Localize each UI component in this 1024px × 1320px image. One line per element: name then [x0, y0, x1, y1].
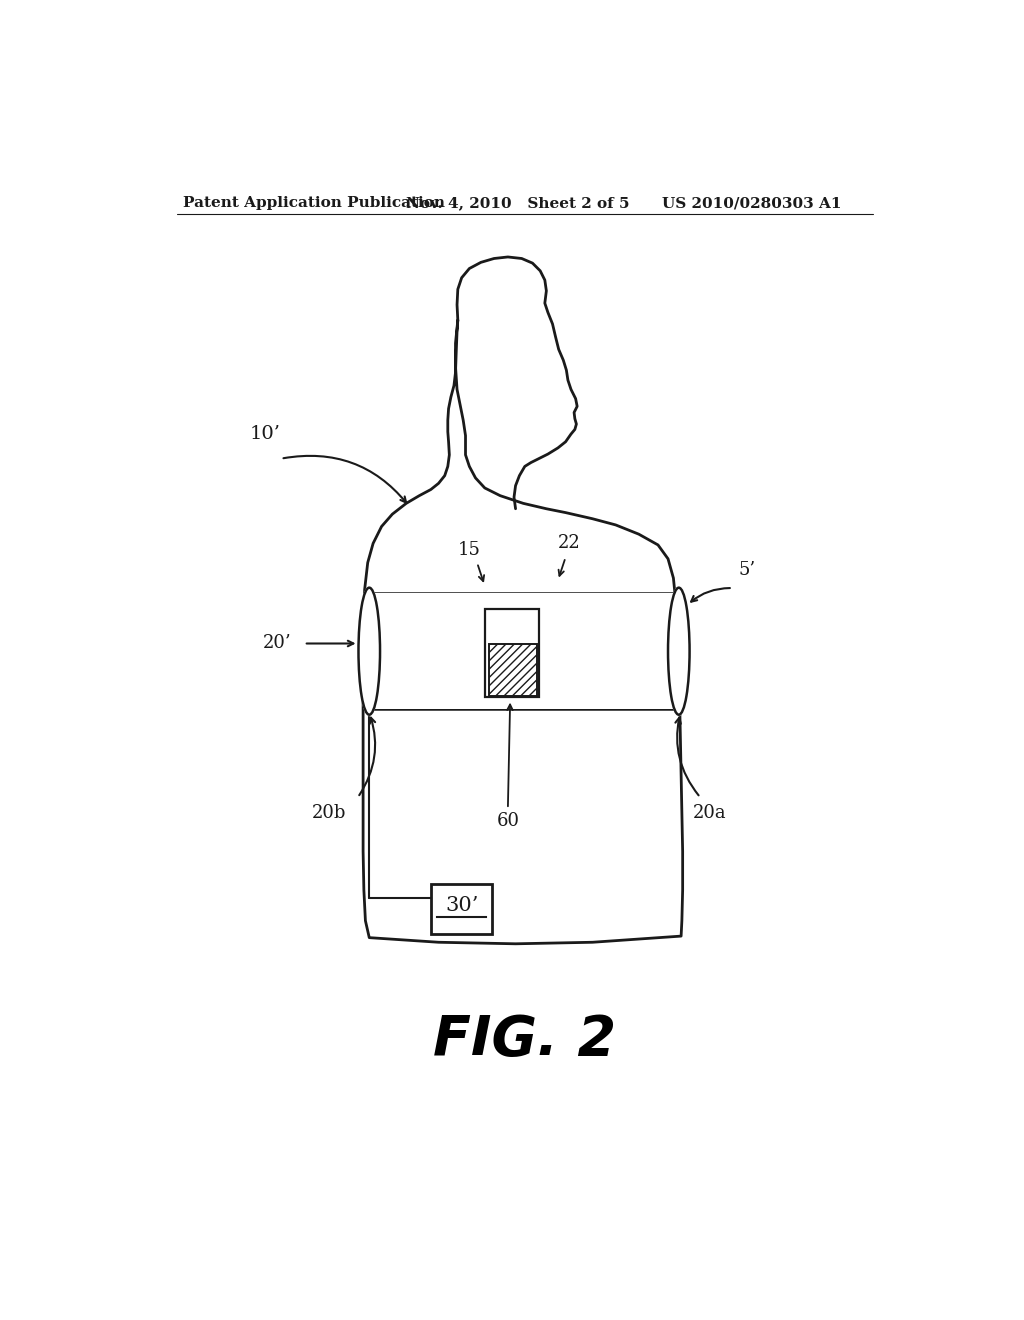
Text: 30’: 30’	[445, 896, 478, 915]
Bar	[370, 594, 679, 709]
Text: 20b: 20b	[311, 804, 346, 822]
Text: Patent Application Publication: Patent Application Publication	[183, 197, 444, 210]
Text: Nov. 4, 2010   Sheet 2 of 5: Nov. 4, 2010 Sheet 2 of 5	[407, 197, 630, 210]
Text: FIG. 2: FIG. 2	[433, 1012, 616, 1067]
Text: 5’: 5’	[739, 561, 756, 579]
Text: 20a: 20a	[692, 804, 726, 822]
Bar	[488, 644, 538, 696]
Text: 22: 22	[558, 535, 581, 552]
Bar	[431, 884, 493, 935]
Text: 10’: 10’	[250, 425, 281, 444]
Ellipse shape	[357, 586, 382, 717]
Text: 60: 60	[497, 812, 519, 829]
Text: US 2010/0280303 A1: US 2010/0280303 A1	[662, 197, 842, 210]
Ellipse shape	[667, 586, 691, 717]
Bar	[484, 609, 539, 697]
Text: 20’: 20’	[263, 635, 292, 652]
Text: 15: 15	[458, 541, 481, 558]
